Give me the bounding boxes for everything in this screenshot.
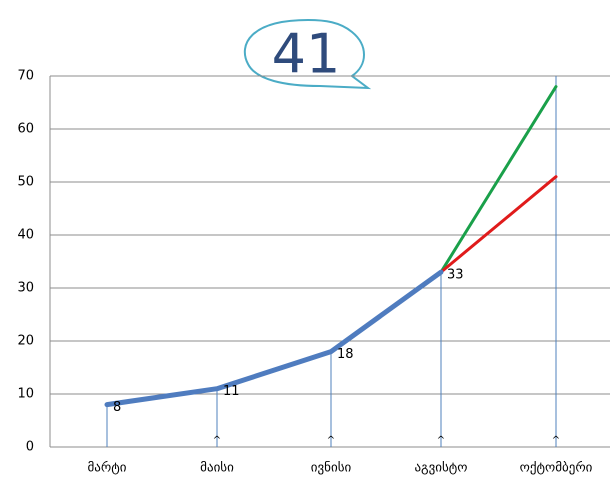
y-tick-label: 50: [17, 175, 34, 190]
y-tick-label: 40: [17, 228, 34, 243]
data-label: 8: [113, 400, 121, 415]
chart-title: 41: [272, 23, 341, 86]
x-tick-label: ივნისი: [311, 461, 352, 476]
drop-marker: ^: [327, 435, 335, 446]
series-line: [439, 175, 558, 274]
x-tick-label: მაისი: [200, 461, 234, 476]
y-tick-label: 70: [17, 69, 34, 84]
x-tick-label: ოქტომბერი: [520, 461, 593, 476]
y-tick-label: 10: [17, 387, 34, 402]
drop-marker: ^: [437, 435, 445, 446]
data-label: 33: [447, 268, 464, 283]
y-tick-label: 30: [17, 281, 34, 296]
title-bubble: [243, 18, 372, 90]
data-label: 11: [223, 384, 240, 399]
y-tick-label: 60: [17, 122, 34, 137]
x-tick-label: აგვისტო: [414, 461, 467, 476]
drop-marker: ^: [552, 435, 560, 446]
series-line: [439, 85, 558, 274]
x-tick-label: მარტი: [88, 461, 127, 476]
series-line: [104, 269, 444, 408]
data-label: 18: [337, 347, 354, 362]
y-tick-label: 0: [26, 440, 34, 455]
drop-marker: ^: [213, 435, 221, 446]
y-tick-label: 20: [17, 334, 34, 349]
